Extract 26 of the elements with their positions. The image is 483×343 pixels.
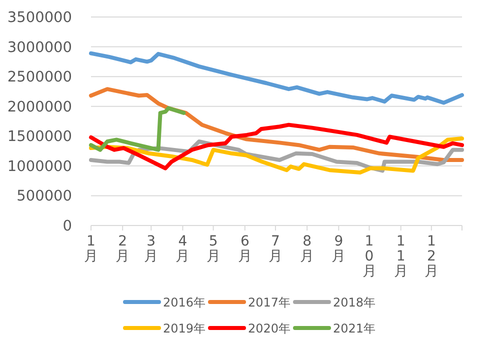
x-tick-label: 7月 (268, 234, 282, 264)
y-tick-label: 3000000 (7, 40, 72, 56)
y-tick-label: 3500000 (7, 10, 72, 26)
legend-label: 2021年 (333, 322, 376, 336)
legend-label: 2016年 (163, 296, 206, 310)
y-tick-label: 1500000 (7, 129, 72, 146)
x-tick-label: 12月 (424, 234, 438, 280)
legend-label: 2017年 (248, 296, 291, 310)
x-tick-label: 6月 (238, 234, 252, 264)
x-tick-label: 11月 (394, 234, 408, 280)
x-tick-label: 8月 (300, 234, 314, 264)
y-tick-label: 1000000 (7, 158, 72, 175)
x-tick-label: 5月 (206, 234, 220, 264)
y-tick-label: 500000 (16, 188, 72, 205)
legend-label: 2020年 (248, 322, 291, 336)
x-tick-label: 3月 (144, 234, 158, 264)
x-tick-label: 1月 (84, 234, 98, 264)
y-tick-label: 2000000 (7, 99, 72, 116)
x-tick-label: 4月 (176, 234, 190, 264)
y-tick-label: 2500000 (7, 70, 72, 86)
x-tick-label: 10月 (362, 234, 376, 280)
x-tick-label: 9月 (332, 234, 346, 264)
y-tick-label: 0 (62, 218, 72, 234)
legend-label: 2019年 (163, 322, 206, 336)
x-tick-label: 2月 (116, 234, 130, 264)
legend-label: 2018年 (333, 296, 376, 310)
